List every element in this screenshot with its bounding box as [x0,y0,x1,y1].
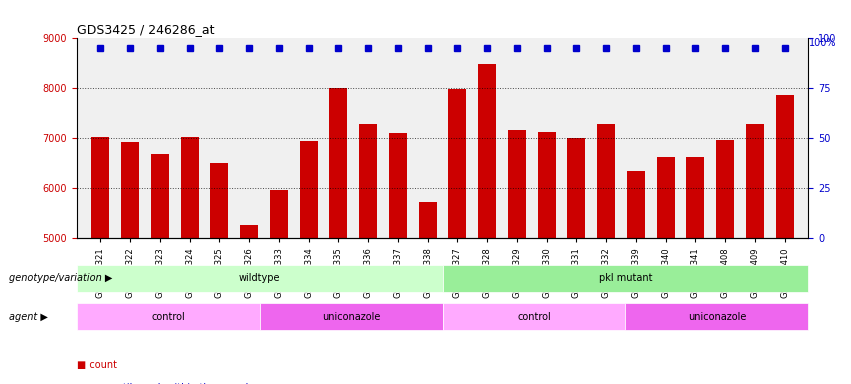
Bar [419,202,437,384]
Bar [389,133,407,384]
Bar [508,130,526,384]
Bar [776,95,794,384]
Bar [329,88,347,384]
Text: ■ percentile rank within the sample: ■ percentile rank within the sample [77,383,254,384]
Text: GDS3425 / 246286_at: GDS3425 / 246286_at [77,23,214,36]
Bar [210,163,228,384]
Bar [717,140,734,384]
Bar [91,137,109,384]
Text: pkl mutant: pkl mutant [599,273,652,283]
Bar [568,138,585,384]
Bar [478,65,496,384]
Bar [240,225,258,384]
Bar [180,137,198,384]
Bar [270,190,288,384]
Text: ■ count: ■ count [77,360,117,370]
Y-axis label: 100%: 100% [809,38,837,48]
Bar [538,132,556,384]
Bar [359,124,377,384]
Bar [151,154,168,384]
Text: wildtype: wildtype [239,273,280,283]
Text: uniconazole: uniconazole [322,312,380,322]
Bar [657,157,675,384]
Bar [300,141,317,384]
Bar [687,157,705,384]
Text: uniconazole: uniconazole [688,312,746,322]
Text: control: control [151,312,185,322]
Text: agent ▶: agent ▶ [9,312,48,322]
Bar [597,124,615,384]
Bar [448,89,466,384]
Bar [121,142,139,384]
Bar [746,124,764,384]
Text: genotype/variation ▶: genotype/variation ▶ [9,273,111,283]
Bar [627,171,645,384]
Text: control: control [517,312,551,322]
